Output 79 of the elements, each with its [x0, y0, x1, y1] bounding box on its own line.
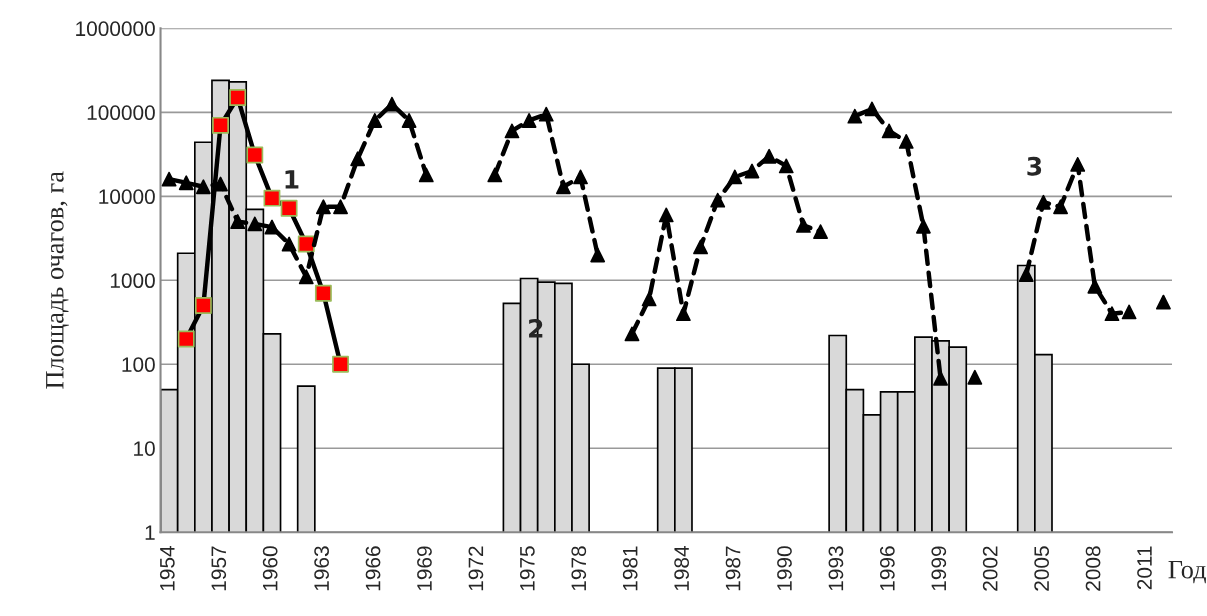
point [384, 96, 400, 112]
point [1053, 199, 1068, 215]
point [1121, 304, 1137, 320]
point [795, 217, 811, 233]
point [264, 219, 280, 235]
point [350, 151, 366, 167]
x-tick-label: 1969 [417, 546, 432, 591]
x-tick-label: 1993 [828, 546, 844, 591]
point [1087, 278, 1103, 294]
point [881, 123, 897, 139]
point [761, 148, 777, 164]
point [178, 175, 194, 191]
point [864, 101, 880, 117]
point [590, 247, 606, 263]
x-tick-label: 1990 [777, 546, 792, 591]
annotation: 3 [1027, 156, 1042, 176]
point [710, 192, 726, 208]
x-tick-label: 1984 [674, 546, 689, 591]
point [195, 179, 211, 195]
point [813, 224, 828, 240]
point [1070, 156, 1086, 172]
point [573, 169, 588, 185]
point [247, 216, 263, 232]
point [298, 269, 314, 285]
point [161, 171, 177, 187]
x-tick-label: 1954 [159, 546, 175, 591]
point [281, 236, 297, 252]
point [401, 113, 417, 128]
x-tick-label: 1981 [622, 546, 638, 591]
point [1104, 306, 1120, 322]
x-tick-label: 2011 [1137, 546, 1152, 590]
x-tick-label: 1957 [211, 546, 227, 591]
point [641, 291, 657, 307]
point [967, 369, 983, 385]
point [1018, 267, 1034, 282]
point [367, 113, 383, 128]
point [693, 239, 708, 255]
x-tick-label: 1960 [262, 546, 278, 591]
point [1035, 194, 1051, 210]
point [487, 167, 503, 183]
point [555, 179, 571, 195]
x-tick-label: 1999 [931, 546, 947, 591]
x-tick-label: 2008 [1085, 546, 1101, 591]
point [675, 306, 691, 322]
point [504, 123, 520, 139]
x-tick-label: 1996 [879, 546, 895, 591]
point [333, 199, 348, 215]
point [727, 169, 743, 185]
x-tick-label: 1975 [519, 546, 535, 591]
point [915, 218, 931, 234]
point [538, 106, 554, 122]
y-tick-label: 100 [122, 357, 155, 373]
y-tick-label: 1000 [110, 273, 155, 289]
y-tick-label: 1000000 [76, 21, 155, 37]
y-tick-label: 1 [145, 525, 155, 540]
annotation: 1 [285, 170, 299, 189]
y-tick-label: 10000 [99, 189, 155, 205]
point [521, 113, 537, 128]
x-tick-label: 1963 [314, 546, 329, 591]
point [418, 167, 434, 183]
x-axis-title: Год [1168, 560, 1206, 584]
x-tick-label: 1972 [468, 546, 484, 591]
y-tick-label: 100000 [87, 105, 155, 121]
point [230, 214, 246, 230]
point [898, 134, 914, 149]
point [744, 163, 760, 179]
point [624, 326, 640, 342]
x-tick-label: 2002 [982, 546, 998, 591]
point [778, 158, 794, 174]
y-tick-label: 10 [134, 441, 155, 456]
x-tick-label: 1987 [725, 546, 741, 591]
x-tick-label: 2005 [1034, 546, 1050, 591]
point [315, 199, 331, 215]
point [1156, 294, 1171, 310]
x-tick-label: 1966 [365, 546, 381, 591]
point [847, 108, 863, 124]
y-axis-title: Площадь очагов, га [46, 171, 69, 389]
x-tick-label: 1978 [571, 546, 587, 591]
point [658, 207, 674, 223]
